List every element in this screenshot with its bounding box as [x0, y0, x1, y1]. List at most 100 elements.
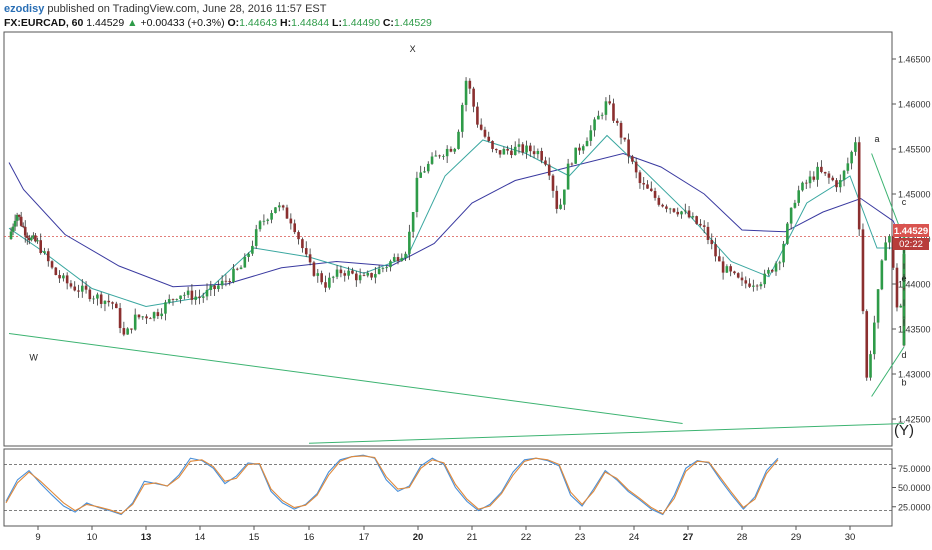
candle-body [281, 205, 285, 208]
candle-body [224, 280, 228, 282]
candle-body [228, 281, 231, 283]
candle-body [782, 243, 785, 263]
candle-body [793, 202, 797, 208]
candle-body [714, 244, 717, 257]
candle-body [160, 313, 163, 317]
candle-body [838, 180, 842, 188]
candle-body [684, 210, 687, 212]
osc-axis-label: 75.0000 [898, 464, 931, 474]
candle-body [895, 267, 899, 308]
time-axis-label: 13 [141, 532, 152, 543]
candle-body [141, 316, 145, 318]
publish-line: ezodisy published on TradingView.com, Ju… [4, 3, 326, 15]
price-axis-label: 1.43500 [898, 325, 931, 335]
candle-body [80, 285, 84, 292]
time-axis-label: 10 [87, 532, 98, 543]
candle-body [880, 260, 884, 290]
osc-axis-label: 50.0000 [898, 483, 931, 493]
candle-body [251, 245, 254, 254]
candle-body [566, 163, 570, 190]
candle-body [377, 268, 381, 275]
author-name[interactable]: ezodisy [4, 3, 45, 15]
wave-label[interactable]: (Y) [894, 422, 914, 439]
candle-body [28, 237, 31, 241]
candle-body [175, 298, 179, 300]
candle-body [891, 236, 895, 268]
wave-label[interactable]: c [902, 197, 907, 207]
candle-body [555, 190, 559, 209]
wave-label[interactable]: X [410, 44, 416, 54]
candle-body [430, 156, 434, 164]
candle-body [600, 114, 604, 116]
candle-body [258, 221, 262, 230]
candle-body [426, 163, 430, 172]
publish-info: published on TradingView.com, June 28, 2… [47, 3, 327, 15]
candle-body [118, 308, 122, 329]
candle-body [297, 232, 300, 240]
candle-body [778, 262, 782, 264]
candle-body [876, 289, 880, 323]
candle-body [96, 294, 99, 299]
wave-label[interactable]: a [874, 134, 879, 144]
candle-body [718, 256, 721, 262]
candle-body [347, 270, 350, 276]
time-axis-label: 23 [575, 532, 586, 543]
candle-body [201, 296, 205, 298]
candle-body [510, 150, 513, 156]
candle-body [308, 254, 312, 263]
candle-body [43, 251, 46, 253]
candle-body [39, 240, 42, 253]
candle-body [744, 280, 748, 284]
trendline-w-x-lower[interactable] [8, 333, 683, 424]
osc-axis-label: 25.0000 [898, 502, 931, 512]
candle-body [408, 231, 411, 254]
candle-body [517, 144, 521, 147]
wave-label[interactable]: e [901, 273, 906, 283]
candle-body [243, 256, 247, 268]
candle-body [381, 268, 385, 269]
trendline-y-base[interactable] [308, 423, 905, 444]
time-axis-label: 29 [791, 532, 802, 543]
candle-body [702, 225, 706, 227]
candle-body [786, 223, 789, 244]
candle-body [122, 328, 126, 335]
wave-label[interactable]: b [901, 378, 906, 388]
trendline-b-d-lower[interactable] [871, 346, 905, 397]
candle-body [46, 251, 50, 262]
candle-body [888, 236, 891, 243]
candle-body [186, 290, 190, 295]
candle-body [804, 182, 808, 184]
candle-body [861, 229, 865, 312]
wave-label[interactable]: W [29, 353, 38, 363]
candle-body [491, 141, 494, 149]
candle-body [312, 262, 316, 276]
candle-body [190, 290, 194, 300]
candle-body [676, 211, 680, 215]
candle-body [9, 231, 13, 239]
candle-body [183, 294, 186, 296]
candle-body [156, 312, 160, 317]
high-value: 1.44844 [291, 17, 330, 29]
candle-body [699, 223, 702, 226]
candle-body [15, 214, 19, 221]
candle-body [532, 151, 536, 155]
candle-body [634, 161, 638, 173]
price-change: +0.00433 (+0.3%) [140, 17, 225, 29]
candle-body [695, 216, 698, 224]
candle-body [884, 242, 887, 261]
candle-body [339, 269, 343, 274]
candle-body [759, 284, 763, 287]
last-price: 1.44529 [86, 17, 125, 29]
close-value: 1.44529 [393, 17, 432, 29]
candle-body [476, 106, 479, 125]
candle-body [217, 285, 220, 290]
time-axis-label: 22 [521, 532, 532, 543]
candle-body [487, 136, 491, 142]
candle-body [850, 151, 853, 164]
candle-body [205, 290, 209, 297]
symbol-label: FX:EURCAD, 60 [4, 17, 84, 29]
candle-body [13, 220, 17, 227]
candle-body [32, 235, 35, 238]
wave-label[interactable]: d [901, 350, 906, 360]
